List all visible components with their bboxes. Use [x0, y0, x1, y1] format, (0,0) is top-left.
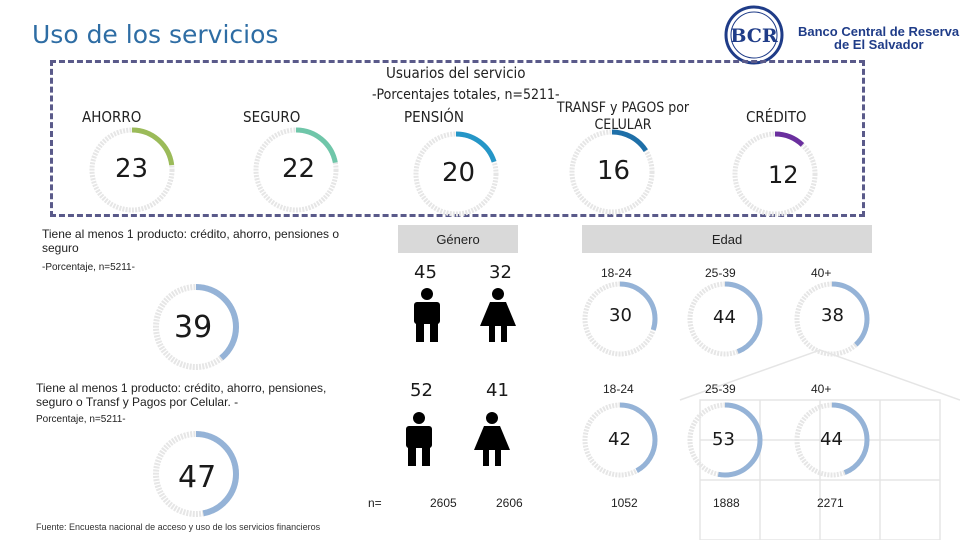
block1-title: Tiene al menos 1 producto: crédito, ahor… — [42, 227, 340, 255]
age-label-18-24-row1: 18-24 — [601, 266, 632, 280]
service-value-pension: 20 — [442, 158, 476, 188]
gauge-seguro-arc — [253, 127, 339, 213]
gauge-seguro-track — [253, 127, 339, 213]
age-value-40-row2: 44 — [820, 429, 843, 450]
gauge-age-row1-0-arc — [582, 281, 658, 357]
page-title: Uso de los servicios — [32, 20, 279, 49]
block1-subtitle: -Porcentaje, n=5211- — [42, 262, 135, 273]
age-label-18-24-row2: 18-24 — [603, 382, 634, 396]
gauge-ahorro-track — [89, 127, 175, 213]
genero-header-label: Género — [436, 231, 480, 247]
bcr-seal-icon: BCR — [724, 5, 784, 65]
gauge-credito-arc — [732, 131, 818, 217]
age-label-25-39-row1: 25-39 — [705, 266, 736, 280]
gauge-transf-track — [569, 129, 655, 215]
service-label-pension: PENSIÓN — [404, 108, 465, 126]
age-label-40-row1: 40+ — [811, 266, 832, 280]
gender-men-row1: 45 — [414, 262, 437, 283]
age-value-18-24-row1: 30 — [609, 305, 632, 326]
edad-header: Edad — [582, 225, 872, 253]
age-label-40-row2: 40+ — [811, 382, 832, 396]
gauge-block2-arc — [153, 431, 239, 517]
block2-title: Tiene al menos 1 producto: crédito, ahor… — [36, 381, 327, 409]
n-label: n= — [368, 496, 382, 510]
bcr-logo: BCR Banco Central de Reserva de El Salva… — [722, 4, 959, 66]
gauge-transf-arc — [569, 129, 655, 215]
block2-subtitle: Porcentaje, n=5211- — [36, 414, 126, 425]
gauge-credito-track — [732, 131, 818, 217]
male-icon — [414, 288, 440, 342]
gender-women-row1: 32 — [489, 262, 512, 283]
logo-name-line2: de El Salvador — [834, 37, 924, 52]
logo-name-line1: Banco Central de Reserva — [798, 24, 960, 39]
gauge-age-row2-2-arc — [794, 402, 870, 478]
svg-text:BCR: BCR — [730, 25, 778, 47]
service-label-transf: TRANSF y PAGOS por CELULAR — [556, 100, 690, 133]
age-value-25-39-row1: 44 — [713, 307, 736, 328]
female-icon-row2 — [474, 412, 510, 466]
gauge-block1-arc — [153, 284, 239, 370]
block2-value: 47 — [178, 460, 217, 495]
service-value-ahorro: 23 — [115, 154, 149, 184]
age-value-25-39-row2: 53 — [712, 429, 735, 450]
genero-header: Género — [398, 225, 518, 253]
n-value-25-39: 1888 — [713, 496, 740, 510]
n-value-40: 2271 — [817, 496, 844, 510]
gauge-ahorro-arc — [89, 127, 175, 213]
n-value-women: 2606 — [496, 496, 523, 510]
gauge-pension-arc — [413, 131, 499, 217]
gender-women-row2: 41 — [486, 380, 509, 401]
service-value-transf: 16 — [597, 156, 631, 186]
female-icon — [480, 288, 516, 342]
footer-source: Fuente: Encuesta nacional de acceso y us… — [36, 522, 321, 532]
service-value-credito: 12 — [768, 161, 799, 189]
gauge-age-row1-1-arc — [687, 281, 763, 357]
services-heading: Usuarios del servicio — [386, 64, 526, 82]
n-value-18-24: 1052 — [611, 496, 638, 510]
male-icon-row2 — [406, 412, 432, 466]
age-value-40-row1: 38 — [821, 305, 844, 326]
service-label-ahorro: AHORRO — [82, 108, 142, 126]
service-label-credito: CRÉDITO — [746, 108, 807, 126]
service-label-seguro: SEGURO — [243, 108, 301, 126]
service-value-seguro: 22 — [282, 154, 316, 184]
gender-men-row2: 52 — [410, 380, 433, 401]
gauge-age-row2-1-arc — [687, 402, 763, 478]
age-value-18-24-row2: 42 — [608, 429, 631, 450]
age-label-25-39-row2: 25-39 — [705, 382, 736, 396]
gauge-pension-track — [413, 131, 499, 217]
block1-value: 39 — [174, 310, 213, 345]
n-value-men: 2605 — [430, 496, 457, 510]
edad-header-label: Edad — [711, 231, 743, 247]
services-subheading: -Porcentajes totales, n=5211- — [372, 87, 560, 103]
gauge-age-row1-2-arc — [794, 281, 870, 357]
gauge-age-row2-0-arc — [582, 402, 658, 478]
